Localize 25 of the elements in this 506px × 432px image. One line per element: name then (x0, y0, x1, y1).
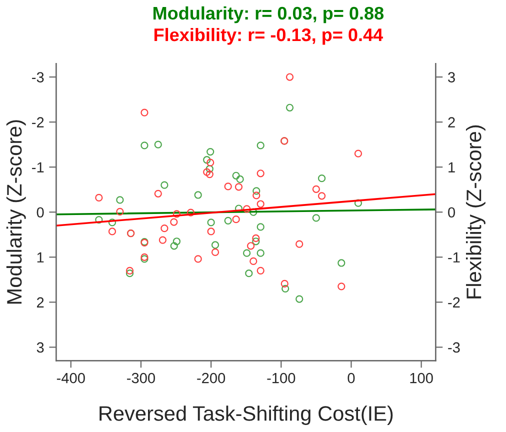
x-tick-label: -200 (197, 372, 226, 384)
y2-tick-label: 2 (448, 117, 455, 128)
x-tick-label: 0 (348, 372, 355, 384)
y2-tick-label: -1 (448, 252, 460, 262)
x-tick-label: 100 (410, 372, 433, 384)
y-tick-label: -2 (32, 117, 44, 128)
y-tick-label: 3 (36, 342, 44, 353)
y2-axis-title: Flexibility (Z-score) (466, 125, 486, 298)
y2-tick-label: -3 (448, 342, 460, 353)
x-tick-label: -300 (127, 372, 155, 384)
chart-title: Modularity: r= 0.03, p= 0.88 (153, 6, 384, 24)
y-tick-label: 2 (36, 297, 44, 308)
y-tick-label: 0 (36, 207, 44, 218)
y-tick-label: -3 (32, 72, 44, 82)
y-axis-title: Modularity (Z-score) (6, 120, 26, 304)
y-tick-label: 1 (37, 252, 44, 262)
x-tick-label: -100 (267, 372, 296, 384)
x-tick-label: -400 (56, 372, 85, 384)
y2-tick-label: 3 (448, 72, 455, 82)
chart-subtitle: Flexibility: r= -0.13, p= 0.44 (154, 28, 383, 45)
y2-tick-label: 1 (448, 162, 455, 172)
x-axis-title: Reversed Task-Shifting Cost(IE) (100, 406, 393, 425)
y2-tick-label: 0 (448, 207, 456, 218)
y2-tick-label: -2 (448, 297, 460, 308)
y-tick-label: -1 (32, 162, 44, 172)
